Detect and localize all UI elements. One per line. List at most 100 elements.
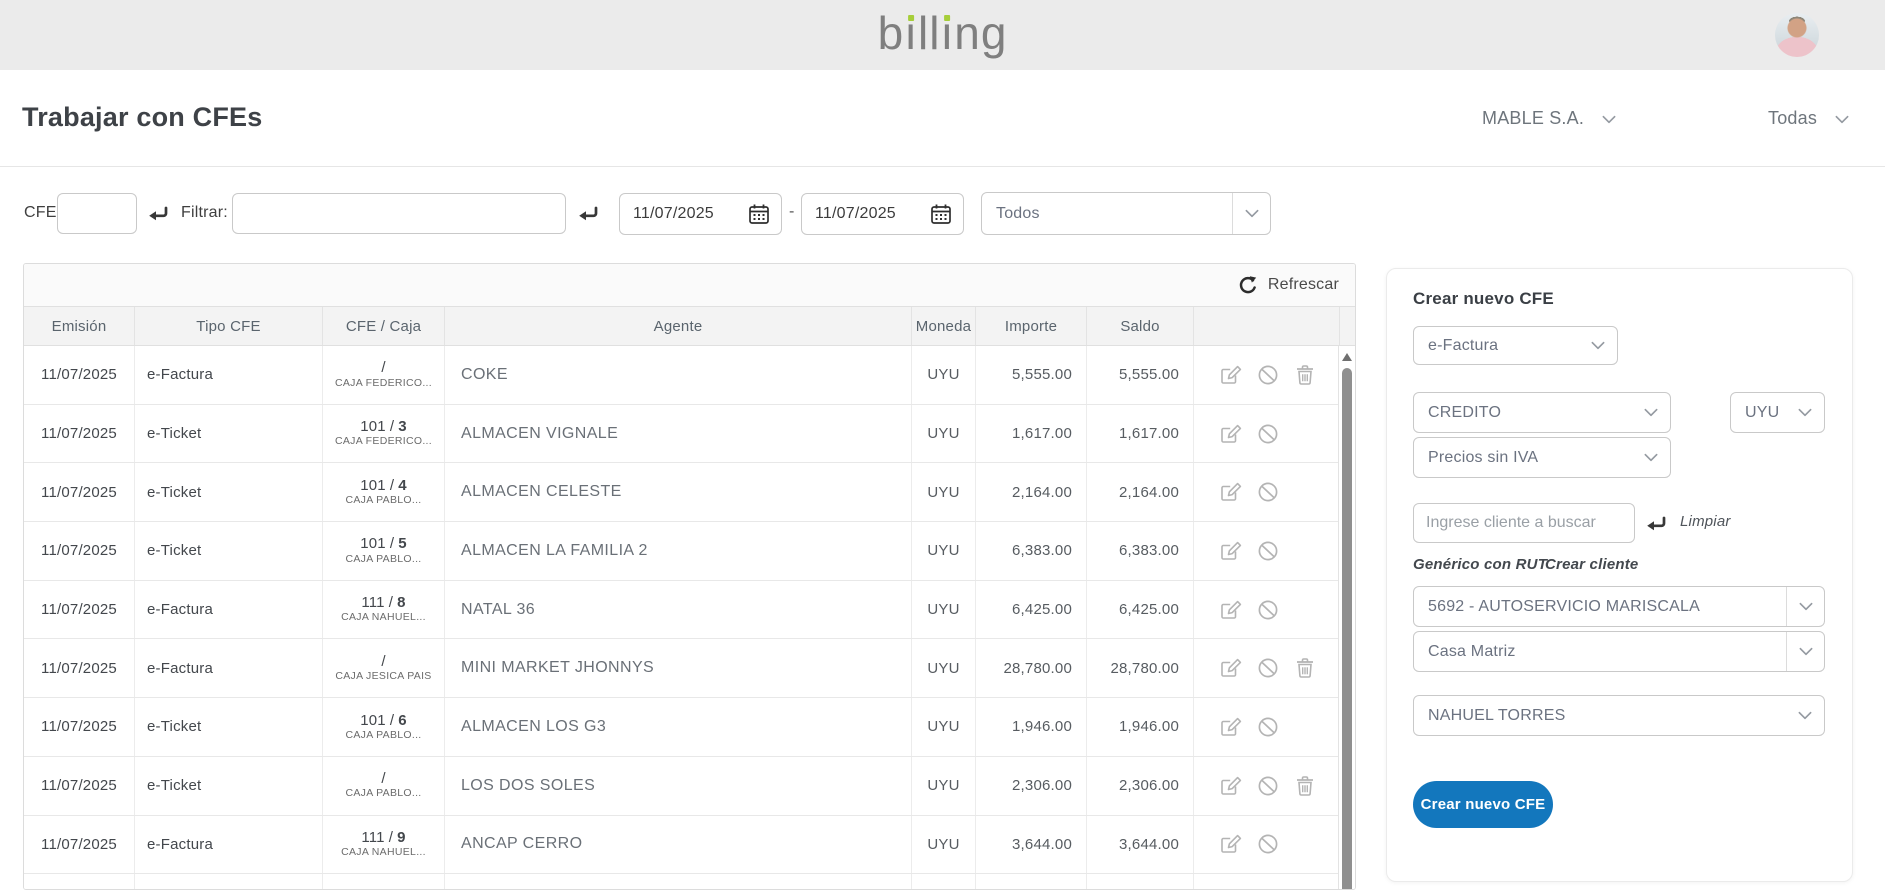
table-row[interactable]: 11/07/2025 e-Factura 111/8 CAJA NAHUEL..… xyxy=(24,580,1355,640)
enter-icon[interactable] xyxy=(577,206,599,222)
text-filter-input[interactable] xyxy=(232,193,566,234)
currency-value: UYU xyxy=(1745,403,1780,421)
cell-tipo-cfe: e-Ticket xyxy=(135,756,323,815)
edit-icon[interactable] xyxy=(1218,599,1242,621)
refresh-icon[interactable] xyxy=(1236,274,1258,296)
caja-name: CAJA JESICA PAIS xyxy=(335,670,432,683)
date-from-picker[interactable]: 11/07/2025 xyxy=(619,193,782,235)
enter-icon[interactable] xyxy=(1645,516,1667,532)
ban-icon[interactable] xyxy=(1257,657,1279,679)
edit-icon[interactable] xyxy=(1218,481,1242,503)
ban-icon[interactable] xyxy=(1257,716,1279,738)
edit-icon[interactable] xyxy=(1218,364,1242,386)
cell-cfe-caja: 101/5 CAJA PABLO... xyxy=(323,522,445,580)
currency-select[interactable]: UYU xyxy=(1730,392,1825,433)
ban-icon[interactable] xyxy=(1257,481,1279,503)
company-selector[interactable]: MABLE S.A. xyxy=(1482,108,1616,129)
cell-moneda: UYU xyxy=(912,463,976,522)
enter-icon[interactable] xyxy=(147,206,169,222)
ban-icon[interactable] xyxy=(1257,540,1279,562)
chevron-down-icon xyxy=(1786,696,1824,735)
ban-icon[interactable] xyxy=(1257,775,1279,797)
ban-icon[interactable] xyxy=(1257,423,1279,445)
table-toolbar: Refrescar xyxy=(24,264,1355,307)
table-row[interactable]: 11/07/2025 e-Ticket 101/3 CAJA FEDERICO.… xyxy=(24,404,1355,464)
cell-cfe-caja: 101/6 CAJA PABLO... xyxy=(323,698,445,756)
table-row[interactable]: 11/07/2025 e-Factura / CAJA FEDERICO... … xyxy=(24,346,1355,405)
seller-select[interactable]: NAHUEL TORRES xyxy=(1413,695,1825,736)
ban-icon[interactable] xyxy=(1257,599,1279,621)
trash-icon[interactable] xyxy=(1294,364,1316,386)
branch-value: Casa Matriz xyxy=(1428,642,1516,660)
cell-saldo: 5,555.00 xyxy=(1087,346,1194,404)
table-row[interactable]: 11/07/2025 e-Ticket 101/6 CAJA PABLO... … xyxy=(24,698,1355,757)
cell-saldo: 2,306.00 xyxy=(1087,756,1194,815)
client-search-input[interactable] xyxy=(1413,503,1635,543)
clear-client-link[interactable]: Limpiar xyxy=(1680,513,1731,530)
table-row[interactable]: 11/07/2025 e-Ticket 101/4 CAJA PABLO... … xyxy=(24,463,1355,523)
cfe-separator: / xyxy=(389,476,395,494)
generic-rut-link[interactable]: Genérico con RUT xyxy=(1413,556,1548,573)
cell-saldo: 1,946.00 xyxy=(1087,698,1194,756)
edit-icon[interactable] xyxy=(1218,540,1242,562)
table-row[interactable]: 11/07/2025 e-Ticket 101/5 CAJA PABLO... … xyxy=(24,522,1355,581)
cell-saldo: 28,780.00 xyxy=(1087,639,1194,698)
table-row[interactable]: 11/07/2025 e-Ticket / CAJA PABLO... LOS … xyxy=(24,756,1355,816)
ban-icon[interactable] xyxy=(1257,833,1279,855)
calendar-icon[interactable] xyxy=(930,203,963,225)
payment-type-select[interactable]: CREDITO xyxy=(1413,392,1671,433)
trash-icon[interactable] xyxy=(1294,775,1316,797)
chevron-down-icon xyxy=(1786,632,1824,671)
client-value: 5692 - AUTOSERVICIO MARISCALA xyxy=(1428,597,1700,615)
chevron-down-icon xyxy=(1632,393,1670,432)
caja-name: CAJA PABLO... xyxy=(345,494,422,507)
scroll-up-icon[interactable] xyxy=(1342,353,1352,361)
trash-icon[interactable] xyxy=(1294,657,1316,679)
edit-icon[interactable] xyxy=(1218,423,1242,445)
client-select[interactable]: 5692 - AUTOSERVICIO MARISCALA xyxy=(1413,586,1825,627)
calendar-icon[interactable] xyxy=(748,203,781,225)
table-row[interactable]: 11/07/2025 e-Factura 111/9 CAJA NAHUEL..… xyxy=(24,815,1355,875)
cell-importe: 5,555.00 xyxy=(976,346,1087,404)
caja-name: CAJA PABLO... xyxy=(345,787,422,800)
refresh-button[interactable]: Refrescar xyxy=(1267,276,1339,293)
scrollbar-thumb[interactable] xyxy=(1342,368,1352,889)
create-cfe-button[interactable]: Crear nuevo CFE xyxy=(1413,781,1553,828)
cell-saldo: 3,644.00 xyxy=(1087,815,1194,874)
header-scrollbar-spacer xyxy=(1340,307,1355,345)
edit-icon[interactable] xyxy=(1218,716,1242,738)
caja-name: CAJA PABLO... xyxy=(345,728,422,741)
cfe-filter-label: CFE: xyxy=(24,204,62,221)
edit-icon[interactable] xyxy=(1218,657,1242,679)
branch-select[interactable]: Casa Matriz xyxy=(1413,631,1825,672)
table-row[interactable]: 11/07/2025 e-Factura / CAJA JESICA PAIS … xyxy=(24,639,1355,699)
cell-importe: 6,425.00 xyxy=(976,580,1087,639)
cell-cfe-caja: / xyxy=(323,874,445,889)
view-selector[interactable]: Todas xyxy=(1768,108,1849,129)
edit-icon[interactable] xyxy=(1218,833,1242,855)
table-row[interactable]: / xyxy=(24,874,1355,889)
cfe-sequence: 3 xyxy=(398,418,407,436)
ban-icon[interactable] xyxy=(1257,364,1279,386)
date-from-value: 11/07/2025 xyxy=(633,205,714,222)
cfe-separator: / xyxy=(389,535,395,553)
cell-actions xyxy=(1194,756,1340,815)
price-mode-select[interactable]: Precios sin IVA xyxy=(1413,437,1671,478)
date-range-separator: - xyxy=(789,203,795,220)
cfe-separator: / xyxy=(389,711,395,729)
chevron-down-icon xyxy=(1632,438,1670,477)
doc-type-select[interactable]: e-Factura xyxy=(1413,326,1618,365)
cell-actions xyxy=(1194,698,1340,756)
column-header: Emisión xyxy=(24,307,135,345)
cell-cfe-caja: 101/3 CAJA FEDERICO... xyxy=(323,404,445,463)
create-client-link[interactable]: Crear cliente xyxy=(1545,556,1639,573)
user-avatar[interactable] xyxy=(1775,13,1819,57)
date-to-picker[interactable]: 11/07/2025 xyxy=(801,193,964,235)
cfe-sequence: 4 xyxy=(398,476,407,494)
status-filter-value: Todos xyxy=(996,204,1040,222)
logo-dot xyxy=(944,15,951,21)
edit-icon[interactable] xyxy=(1218,775,1242,797)
cfe-number-input[interactable] xyxy=(57,193,137,234)
table-scrollbar[interactable] xyxy=(1338,346,1355,889)
status-filter-select[interactable]: Todos xyxy=(981,192,1271,235)
